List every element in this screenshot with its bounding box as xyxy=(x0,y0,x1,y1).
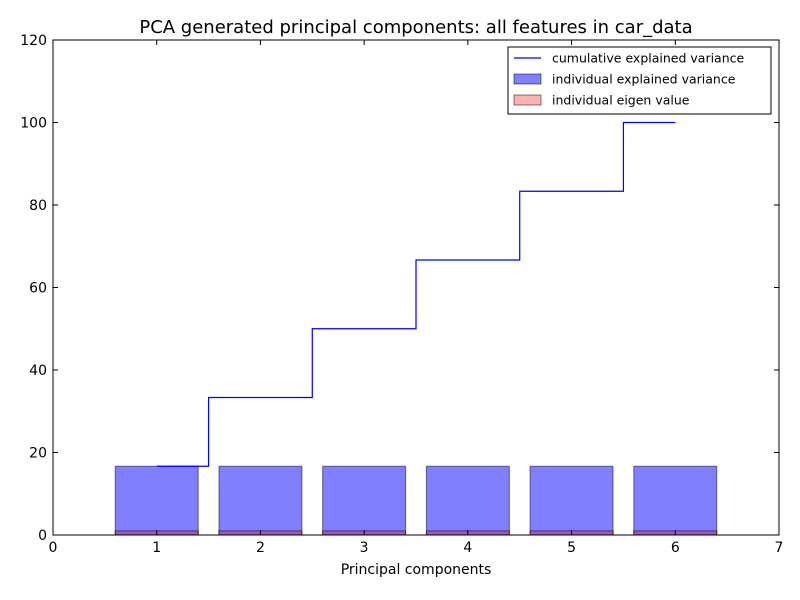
x-axis-label: Principal components xyxy=(341,562,492,578)
line-layer xyxy=(156,121,676,467)
x-tick-label-3: 3 xyxy=(360,540,369,556)
y-tick-label-60: 60 xyxy=(29,281,47,297)
x-tick-label-0: 0 xyxy=(49,540,58,556)
legend-swatch-2 xyxy=(513,94,542,106)
x-tick-label-5: 5 xyxy=(567,540,576,556)
x-tick-label-2: 2 xyxy=(256,540,265,556)
ticks-layer: 0 1 2 3 4 5 6 7 0 20 40 60 80 100 120 xyxy=(20,33,783,556)
x-tick-label-7: 7 xyxy=(775,540,784,556)
bars-layer xyxy=(114,465,718,536)
bar-1-6 xyxy=(633,465,718,536)
y-tick-label-100: 100 xyxy=(20,116,47,132)
x-tick-label-4: 4 xyxy=(463,540,472,556)
bar-1-3 xyxy=(322,465,407,536)
legend-label-1: individual explained variance xyxy=(552,72,736,87)
bar-1-5 xyxy=(529,465,614,536)
cumulative-variance-step-line xyxy=(156,121,676,467)
bar-1-1 xyxy=(114,465,199,536)
y-tick-label-40: 40 xyxy=(29,363,47,379)
y-tick-label-120: 120 xyxy=(20,33,47,49)
bar-1-4 xyxy=(425,465,510,536)
legend-items: cumulative explained variance individual … xyxy=(513,51,745,108)
x-tick-label-6: 6 xyxy=(671,540,680,556)
bar-1-2 xyxy=(218,465,303,536)
legend: cumulative explained variance individual … xyxy=(507,46,772,115)
x-tick-label-1: 1 xyxy=(152,540,161,556)
legend-label-2: individual eigen value xyxy=(552,93,690,108)
legend-label-0: cumulative explained variance xyxy=(552,51,745,66)
chart-title: PCA generated principal components: all … xyxy=(139,17,692,38)
y-tick-label-0: 0 xyxy=(38,528,47,544)
y-tick-label-80: 80 xyxy=(29,198,47,214)
legend-swatch-1 xyxy=(513,73,542,85)
legend-box xyxy=(507,46,772,115)
y-tick-label-20: 20 xyxy=(29,446,47,462)
